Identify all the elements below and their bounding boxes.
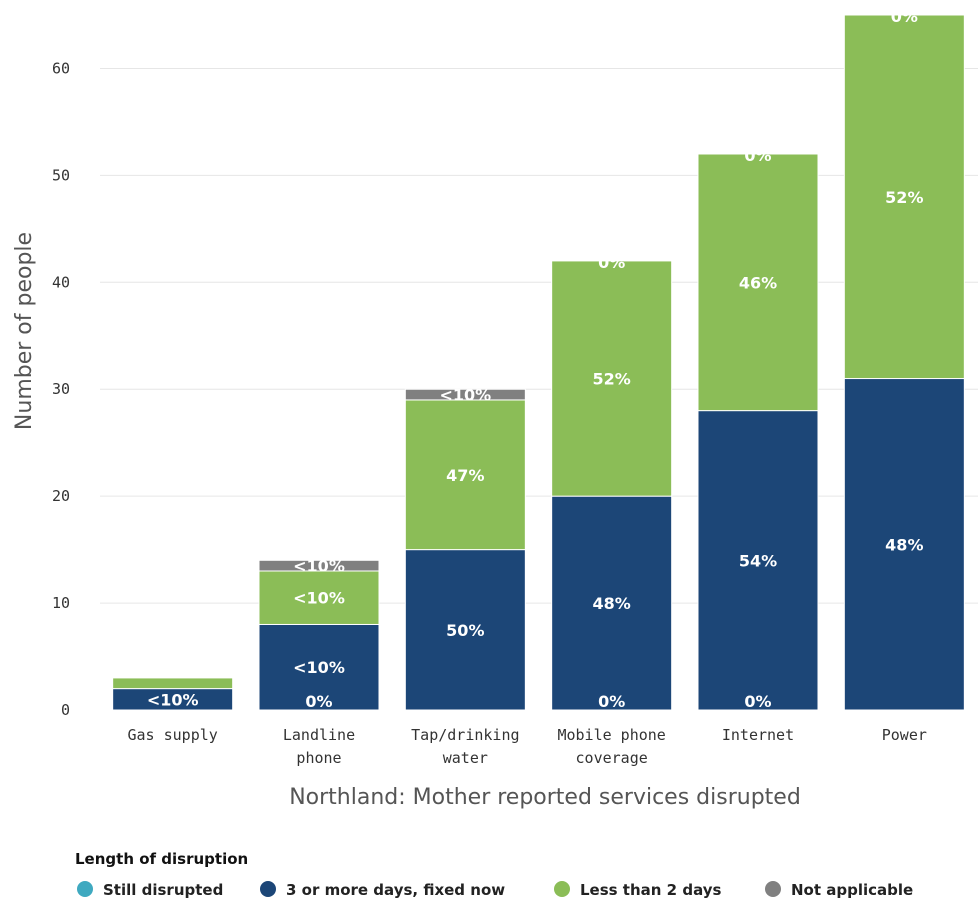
bar-segment bbox=[843, 378, 965, 711]
data-label: 52% bbox=[885, 188, 923, 207]
data-label: <10% bbox=[147, 690, 199, 709]
x-category-label: coverage bbox=[576, 749, 648, 767]
bar-segment bbox=[258, 570, 380, 625]
bar-segment bbox=[843, 14, 965, 380]
data-label: 52% bbox=[593, 370, 631, 389]
data-label: 48% bbox=[885, 535, 923, 554]
gridlines bbox=[100, 67, 978, 604]
x-category-label: phone bbox=[296, 749, 341, 767]
x-category-label: Landline bbox=[283, 726, 355, 744]
bar-segment bbox=[697, 410, 819, 711]
bar-segment bbox=[404, 388, 526, 401]
x-axis-title: Northland: Mother reported services disr… bbox=[289, 785, 801, 810]
data-labels: <10% 0% <10% <10% <10% 50% 47% <10% 0% 48% 52% 0% 0%… bbox=[147, 7, 924, 711]
legend-items: Still disrupted 3 or more days, fixed now… bbox=[77, 881, 913, 899]
data-label: <10% bbox=[293, 557, 345, 576]
y-tick-label: 20 bbox=[52, 487, 70, 505]
legend: Length of disruption Still disrupted 3 or… bbox=[75, 850, 913, 899]
legend-marker bbox=[77, 881, 93, 897]
data-label: 47% bbox=[446, 466, 484, 485]
data-label: 48% bbox=[593, 594, 631, 613]
x-category-label: Power bbox=[882, 726, 927, 744]
bars bbox=[112, 14, 965, 711]
data-label: <10% bbox=[293, 589, 345, 608]
legend-label: Not applicable bbox=[791, 881, 913, 899]
y-tick-label: 50 bbox=[52, 166, 70, 184]
y-tick-label: 0 bbox=[61, 701, 70, 719]
bar-segment bbox=[404, 549, 526, 711]
bar-segment bbox=[551, 495, 673, 711]
data-label: 0% bbox=[598, 692, 625, 711]
data-label: <10% bbox=[439, 386, 491, 405]
x-category-label: Internet bbox=[722, 726, 794, 744]
data-label: 0% bbox=[744, 146, 771, 165]
y-tick-label: 60 bbox=[52, 59, 70, 77]
x-category-label: Gas supply bbox=[128, 726, 218, 744]
legend-marker bbox=[554, 881, 570, 897]
legend-marker bbox=[260, 881, 276, 897]
legend-label: Still disrupted bbox=[103, 881, 223, 899]
legend-label: 3 or more days, fixed now bbox=[286, 881, 505, 899]
y-axis-ticks: 0 10 20 30 40 50 60 bbox=[52, 59, 70, 719]
x-category-label: water bbox=[443, 749, 488, 767]
y-tick-label: 10 bbox=[52, 594, 70, 612]
bar-segment bbox=[258, 623, 380, 711]
bar-segment bbox=[258, 559, 380, 572]
bar-segment bbox=[697, 153, 819, 412]
data-label: 46% bbox=[739, 273, 777, 292]
bar-segment bbox=[551, 260, 673, 497]
legend-title: Length of disruption bbox=[75, 850, 248, 868]
y-tick-label: 30 bbox=[52, 380, 70, 398]
legend-marker bbox=[765, 881, 781, 897]
data-label: 0% bbox=[305, 692, 332, 711]
legend-label: Less than 2 days bbox=[580, 881, 722, 899]
data-label: <10% bbox=[293, 658, 345, 677]
x-category-label: Mobile phone bbox=[557, 726, 665, 744]
data-label: 50% bbox=[446, 621, 484, 640]
data-label: 0% bbox=[598, 253, 625, 272]
x-axis-categories: Gas supply Landline phone Tap/drinking water… bbox=[128, 726, 927, 767]
data-label: 0% bbox=[744, 692, 771, 711]
bar-segment bbox=[112, 677, 234, 690]
y-axis-title: Number of people bbox=[12, 232, 37, 430]
data-label: 54% bbox=[739, 551, 777, 570]
y-tick-label: 40 bbox=[52, 273, 70, 291]
data-label: 0% bbox=[891, 7, 918, 26]
x-category-label: Tap/drinking bbox=[411, 726, 519, 744]
